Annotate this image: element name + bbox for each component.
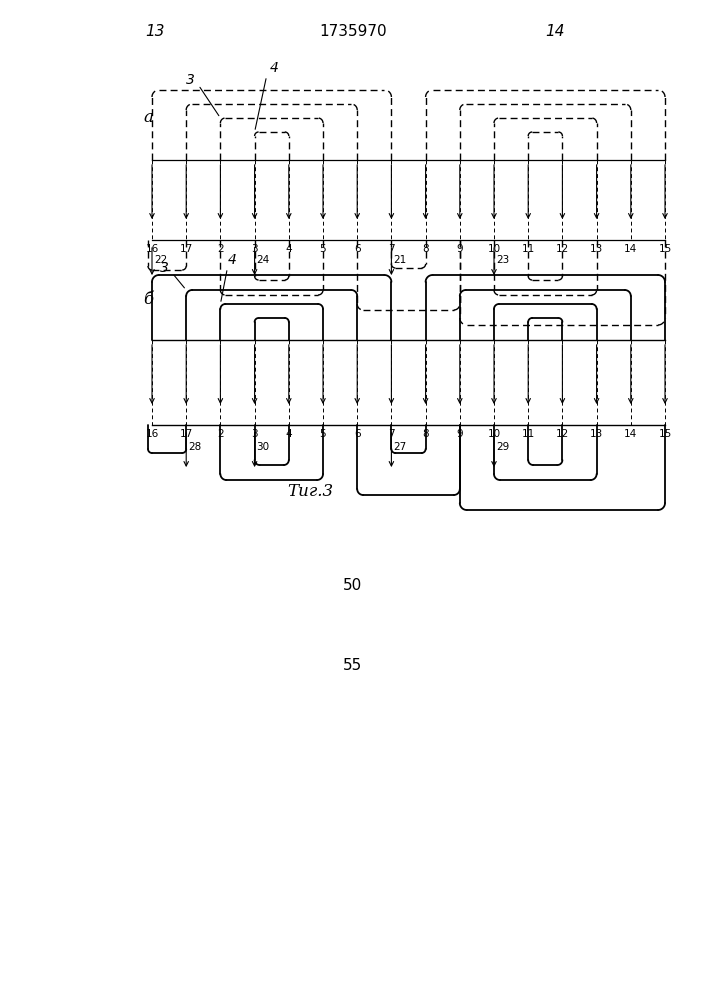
Text: б: б: [143, 292, 153, 308]
Text: 17: 17: [180, 429, 193, 439]
Text: 3: 3: [160, 261, 169, 275]
Text: 17: 17: [180, 244, 193, 254]
Text: 12: 12: [556, 429, 569, 439]
Text: 2: 2: [217, 429, 223, 439]
Text: 4: 4: [286, 429, 292, 439]
Text: 10: 10: [487, 244, 501, 254]
Text: 50: 50: [344, 578, 363, 592]
Text: 22: 22: [154, 255, 168, 265]
Text: 21: 21: [393, 255, 407, 265]
Text: 4: 4: [228, 253, 237, 267]
Text: 14: 14: [624, 429, 638, 439]
Text: 24: 24: [257, 255, 270, 265]
Text: 5: 5: [320, 244, 327, 254]
Text: 11: 11: [522, 244, 534, 254]
Text: 10: 10: [487, 429, 501, 439]
Text: 27: 27: [393, 442, 407, 452]
Text: 4: 4: [286, 244, 292, 254]
Text: 28: 28: [188, 442, 201, 452]
Text: 8: 8: [422, 244, 429, 254]
Text: 6: 6: [354, 429, 361, 439]
Text: 12: 12: [556, 244, 569, 254]
Text: 16: 16: [146, 244, 158, 254]
Text: 13: 13: [145, 24, 165, 39]
Text: 9: 9: [457, 244, 463, 254]
Text: 9: 9: [457, 429, 463, 439]
Text: 14: 14: [624, 244, 638, 254]
Text: 16: 16: [146, 429, 158, 439]
Text: 23: 23: [496, 255, 509, 265]
Text: 3: 3: [251, 429, 258, 439]
Text: 3: 3: [251, 244, 258, 254]
Text: 1735970: 1735970: [319, 24, 387, 39]
Text: 4: 4: [270, 61, 279, 75]
Text: 8: 8: [422, 429, 429, 439]
Text: 29: 29: [496, 442, 509, 452]
Text: 11: 11: [522, 429, 534, 439]
Text: 13: 13: [590, 244, 603, 254]
Text: 7: 7: [388, 244, 395, 254]
Text: 3: 3: [186, 73, 195, 87]
Text: 13: 13: [590, 429, 603, 439]
Text: 30: 30: [257, 442, 270, 452]
Text: a: a: [143, 109, 153, 126]
Text: 15: 15: [658, 429, 672, 439]
Text: 15: 15: [658, 244, 672, 254]
Text: 5: 5: [320, 429, 327, 439]
Text: 14: 14: [545, 24, 565, 39]
Text: 2: 2: [217, 244, 223, 254]
Text: Τиг.3: Τиг.3: [287, 484, 333, 500]
Text: 6: 6: [354, 244, 361, 254]
Text: 7: 7: [388, 429, 395, 439]
Text: 55: 55: [344, 658, 363, 672]
